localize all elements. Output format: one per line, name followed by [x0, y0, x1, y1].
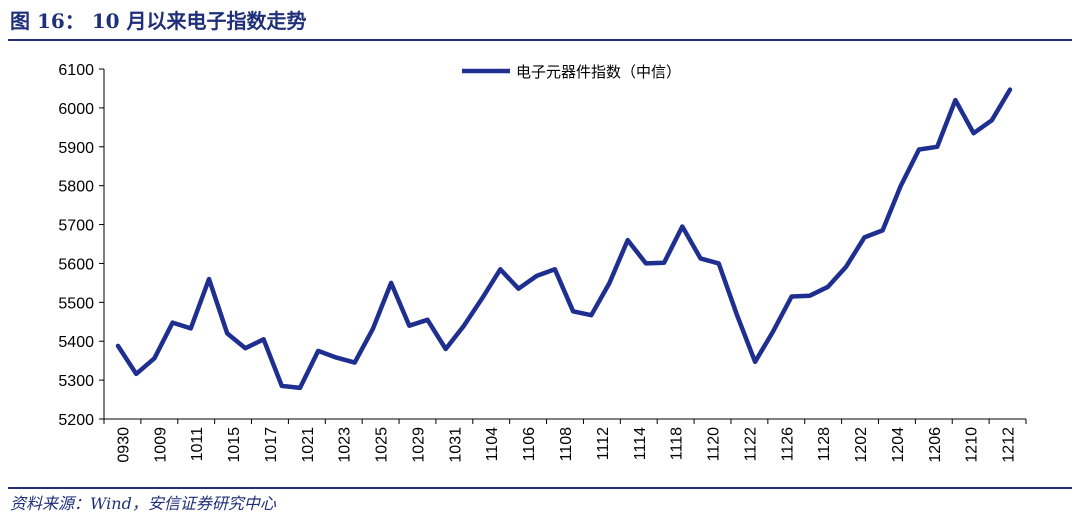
x-tick-label: 1017	[263, 427, 280, 463]
x-tick-label: 1104	[484, 427, 501, 462]
x-tick-label: 1031	[447, 427, 464, 463]
x-tick-label: 1011	[189, 427, 206, 462]
x-tick-label: 0930	[115, 427, 132, 463]
x-tick-label: 1210	[964, 427, 981, 463]
x-tick-label: 1015	[226, 427, 243, 463]
x-tick-label: 1112	[595, 427, 612, 460]
x-tick-label: 1120	[706, 427, 723, 462]
x-tick-label: 1126	[779, 427, 796, 462]
source-note: 资料来源：Wind，安信证券研究中心	[10, 494, 276, 513]
y-axis-ticks: 5200 5300 5400 5500 5600 5700 5800 5900 6000 6100	[58, 62, 104, 429]
series-line	[115, 87, 1013, 391]
x-tick-label: 1029	[410, 427, 427, 463]
x-tick-label: 1023	[337, 427, 354, 463]
x-tick-label: 1009	[152, 427, 169, 463]
x-tick-label: 1202	[853, 427, 870, 463]
figure-title: 图 16： 10 月以来电子指数走势	[10, 9, 307, 33]
x-tick-label: 1118	[669, 427, 686, 460]
y-tick-label: 5300	[58, 373, 94, 390]
y-tick-label: 5200	[58, 412, 94, 429]
x-tick-label: 1204	[890, 427, 907, 463]
x-tick-label: 1206	[927, 427, 944, 463]
x-tick-label: 1021	[300, 427, 317, 463]
legend: 电子元器件指数（中信）	[462, 63, 681, 81]
title-rule	[8, 39, 1072, 41]
x-tick-label: 1025	[374, 427, 391, 463]
y-tick-label: 5600	[58, 256, 94, 273]
x-tick-label: 1108	[558, 427, 575, 462]
y-tick-label: 5500	[58, 295, 94, 312]
y-tick-label: 6000	[58, 101, 94, 118]
legend-label: 电子元器件指数（中信）	[516, 63, 681, 81]
y-tick-label: 5400	[58, 334, 94, 351]
x-tick-label: 1212	[1001, 427, 1018, 463]
x-tick-label: 1128	[816, 427, 833, 462]
y-tick-label: 6100	[58, 62, 94, 79]
x-tick-label: 1106	[521, 427, 538, 462]
line-chart: 5200 5300 5400 5500 5600 5700 5800 5900 6000 6100…	[58, 62, 1027, 463]
x-tick-label: 1114	[632, 427, 649, 460]
y-tick-label: 5900	[58, 140, 94, 157]
x-tick-label: 1122	[742, 427, 759, 462]
source-rule	[8, 487, 1072, 489]
y-tick-label: 5800	[58, 179, 94, 196]
x-axis-ticks: 0930 1009 1011 1015 1017 1021 1023 1025 1029 1031…	[103, 419, 1027, 463]
y-tick-label: 5700	[58, 218, 94, 235]
